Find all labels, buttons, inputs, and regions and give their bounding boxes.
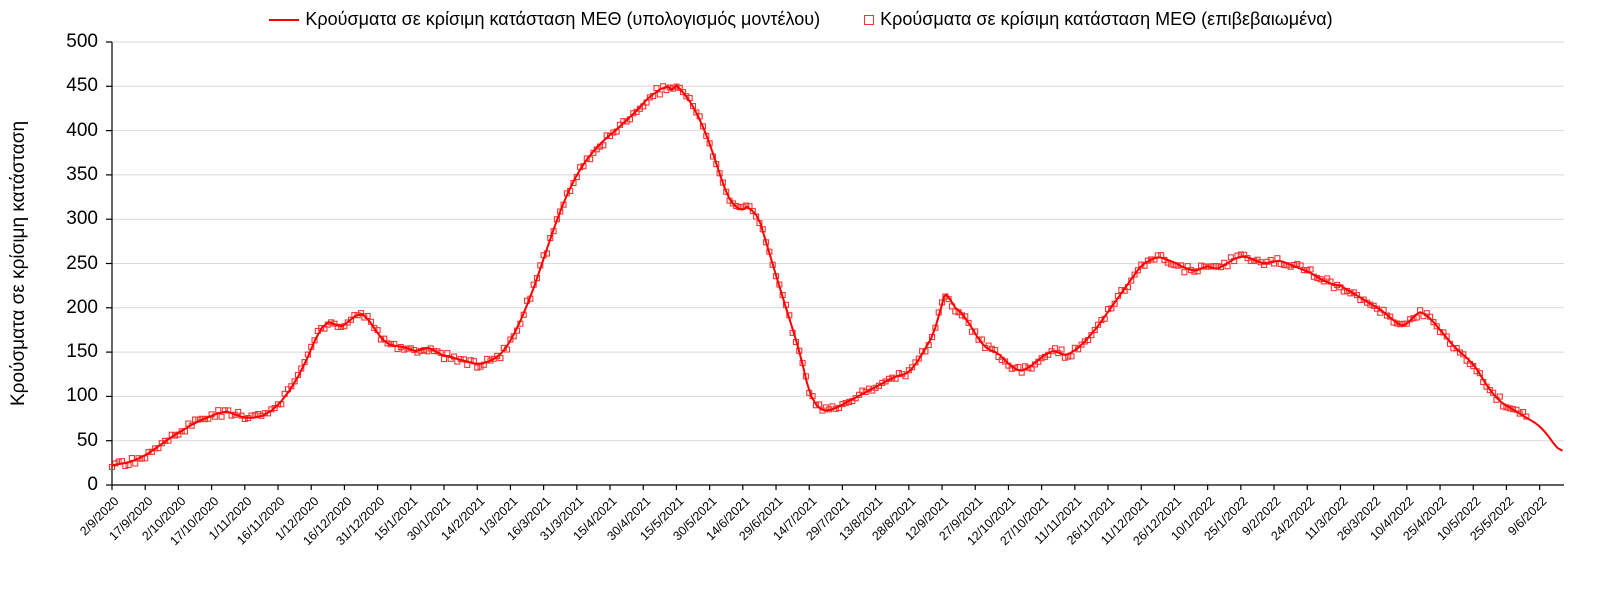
confirmed-marker — [680, 89, 687, 96]
confirmed-marker — [497, 355, 504, 362]
y-tick-label: 250 — [66, 252, 98, 274]
confirmed-marker — [1520, 408, 1527, 416]
confirmed-marker — [274, 401, 282, 408]
confirmed-marker — [1068, 353, 1075, 360]
confirmed-marker — [1496, 393, 1503, 400]
confirmed-marker — [338, 323, 345, 330]
confirmed-marker — [676, 84, 683, 91]
confirmed-marker — [1430, 319, 1437, 326]
y-tick-label: 400 — [66, 119, 98, 141]
legend-confirmed-label: Κρούσματα σε κρίσιμη κατάσταση ΜΕΘ (επιβ… — [880, 9, 1333, 29]
confirmed-marker — [653, 84, 660, 92]
y-tick-label: 200 — [66, 296, 98, 318]
confirmed-marker — [1091, 326, 1098, 334]
confirmed-marker — [218, 413, 225, 420]
confirmed-marker — [241, 415, 248, 423]
legend-model-label: Κρούσματα σε κρίσιμη κατάσταση ΜΕΘ (υπολ… — [305, 9, 821, 29]
chart-legend: Κρούσματα σε κρίσιμη κατάσταση ΜΕΘ (υπολ… — [0, 9, 1602, 30]
confirmed-marker — [474, 364, 481, 371]
confirmed-marker — [132, 460, 139, 467]
confirmed-marker — [1383, 312, 1390, 319]
confirmed-marker — [965, 319, 972, 326]
confirmed-marker — [384, 340, 391, 347]
y-tick-label: 450 — [66, 75, 98, 97]
y-tick-label: 50 — [76, 429, 98, 451]
confirmed-marker — [683, 93, 690, 100]
confirmed-marker — [347, 316, 355, 323]
confirmed-marker — [1131, 271, 1138, 278]
confirmed-marker — [271, 405, 278, 412]
confirmed-marker — [1330, 285, 1337, 292]
model-line-swatch — [269, 18, 300, 21]
confirmed-marker — [656, 91, 663, 98]
confirmed-marker — [235, 408, 242, 416]
y-tick-label: 100 — [66, 385, 98, 407]
confirmed-marker — [630, 110, 637, 117]
y-tick-label: 0 — [87, 474, 98, 495]
confirmed-marker — [1516, 410, 1523, 417]
confirmed-marker — [1134, 267, 1141, 274]
y-tick-label: 150 — [66, 341, 98, 363]
legend-item-model: Κρούσματα σε κρίσιμη κατάσταση ΜΕΘ (υπολ… — [269, 9, 820, 30]
confirmed-marker — [749, 208, 756, 215]
y-tick-label: 350 — [66, 163, 98, 185]
confirmed-marker — [108, 463, 116, 471]
confirmed-marker-swatch — [864, 14, 875, 25]
confirmed-marker — [822, 404, 829, 411]
confirmed-marker — [1078, 341, 1085, 348]
confirmed-marker — [1081, 338, 1088, 345]
confirmed-marker — [1058, 346, 1065, 353]
confirmed-marker — [1433, 323, 1440, 330]
confirmed-marker — [152, 445, 159, 452]
legend-item-confirmed: Κρούσματα σε κρίσιμη κατάσταση ΜΕΘ (επιβ… — [864, 9, 1333, 30]
confirmed-marker — [1025, 364, 1032, 371]
y-tick-label: 300 — [66, 208, 98, 230]
confirmed-marker — [666, 84, 673, 91]
confirmed-marker — [357, 310, 365, 317]
confirmed-marker — [646, 94, 653, 101]
confirmed-marker — [1453, 345, 1460, 352]
confirmed-marker — [842, 400, 849, 407]
confirmed-marker — [600, 142, 607, 149]
confirmed-marker — [487, 357, 494, 364]
confirmed-marker — [1360, 296, 1367, 303]
confirmed-marker — [1181, 269, 1188, 276]
confirmed-marker — [1460, 351, 1467, 358]
confirmed-marker — [440, 356, 448, 363]
confirmed-marker — [1340, 288, 1347, 295]
y-tick-label: 500 — [66, 31, 98, 52]
model-line — [111, 84, 1563, 467]
confirmed-marker — [1456, 349, 1464, 356]
confirmed-marker — [610, 129, 617, 136]
confirmed-marker — [1227, 254, 1234, 261]
confirmed-marker — [1191, 268, 1198, 275]
